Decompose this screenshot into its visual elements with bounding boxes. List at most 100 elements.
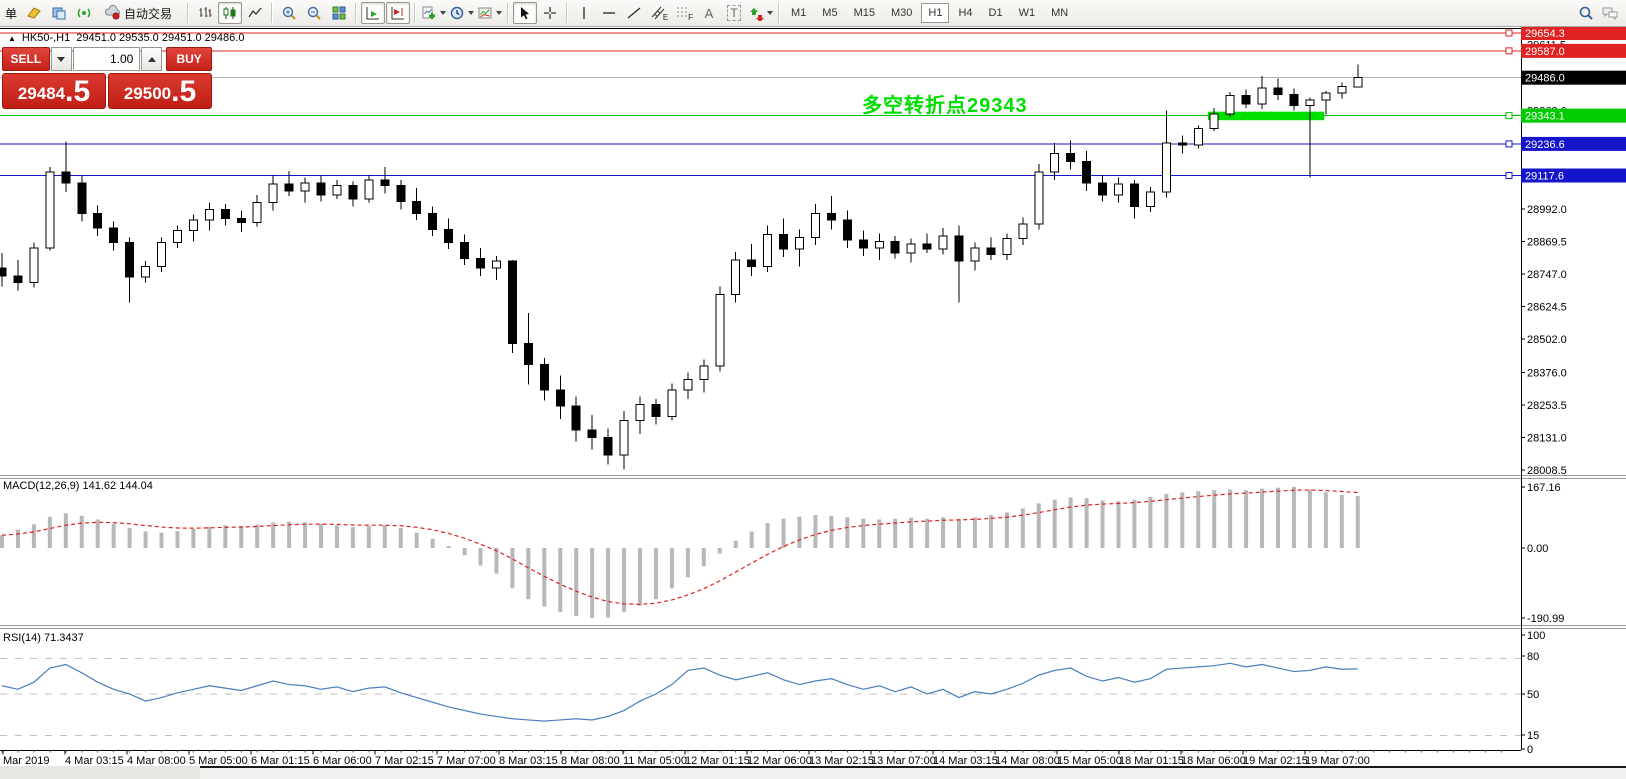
fibonacci-icon bbox=[677, 7, 689, 17]
search-button[interactable] bbox=[1574, 2, 1598, 24]
level-drag-handle[interactable] bbox=[1505, 140, 1513, 148]
candle bbox=[348, 184, 358, 200]
candle bbox=[396, 184, 406, 202]
timeframe-h4-button[interactable]: H4 bbox=[958, 7, 973, 19]
new-order-button[interactable]: 单 bbox=[1, 2, 21, 24]
indicators-button[interactable] bbox=[420, 2, 447, 24]
text-tool-letter: A bbox=[704, 5, 714, 21]
trendline-tool[interactable] bbox=[622, 2, 646, 24]
chart-shift-button[interactable] bbox=[386, 2, 411, 24]
periods-dropdown-caret[interactable] bbox=[468, 11, 475, 15]
candle bbox=[141, 265, 151, 278]
time-axis-label: 12 Mar 01:15 bbox=[685, 755, 750, 767]
level-drag-handle[interactable] bbox=[1505, 47, 1513, 55]
macd-histogram-bar bbox=[717, 548, 722, 554]
timeframe-m1-button[interactable]: M1 bbox=[791, 7, 807, 19]
sell-button[interactable]: SELL bbox=[2, 47, 50, 71]
signals-button[interactable] bbox=[72, 2, 96, 24]
auto-scroll-button[interactable] bbox=[361, 2, 386, 24]
candle bbox=[1257, 87, 1267, 105]
chart-svg[interactable]: 29611.529363.028992.028869.528747.028624… bbox=[0, 27, 1626, 779]
level-drag-handle[interactable] bbox=[1505, 112, 1513, 120]
buy-price-button[interactable]: 29500 .5 bbox=[108, 73, 212, 109]
macd-histogram-bar bbox=[1068, 497, 1073, 548]
price-axis-tick: 28747.0 bbox=[1527, 269, 1567, 281]
timeframe-h1-button[interactable]: H1 bbox=[921, 3, 950, 23]
level-drag-handle[interactable] bbox=[1505, 172, 1513, 180]
volume-increase-button[interactable] bbox=[141, 47, 163, 71]
macd-histogram-bar bbox=[781, 518, 786, 548]
text-label-tool[interactable]: T bbox=[722, 2, 746, 24]
macd-axis-tick: 0.00 bbox=[1527, 543, 1548, 555]
candle bbox=[13, 275, 23, 283]
text-tool[interactable]: A bbox=[697, 2, 721, 24]
macd-histogram-bar bbox=[893, 518, 898, 548]
templates-dropdown-caret[interactable] bbox=[496, 11, 503, 15]
crosshair-button[interactable] bbox=[538, 2, 562, 24]
timeframe-m15-button[interactable]: M15 bbox=[853, 7, 875, 19]
timeframe-d1-button[interactable]: D1 bbox=[988, 7, 1003, 19]
macd-histogram-bar bbox=[733, 540, 738, 548]
timeframe-m30-button[interactable]: M30 bbox=[890, 7, 913, 19]
fibonacci-tool[interactable]: F bbox=[672, 2, 696, 24]
chart-text-annotation: 多空转折点29343 bbox=[862, 95, 1028, 117]
macd-histogram-bar bbox=[765, 523, 770, 548]
volume-decrease-button[interactable] bbox=[50, 47, 72, 71]
periods-button[interactable] bbox=[448, 2, 475, 24]
macd-histogram-bar bbox=[909, 517, 914, 548]
candle bbox=[428, 212, 438, 230]
zoom-in-icon bbox=[282, 6, 296, 20]
time-axis-label: 11 Mar 05:00 bbox=[623, 755, 687, 767]
time-axis-label: 6 Mar 01:15 bbox=[251, 755, 310, 767]
sell-price-button[interactable]: 29484 .5 bbox=[2, 73, 106, 109]
candle bbox=[539, 364, 549, 391]
macd-histogram-bar bbox=[1148, 496, 1153, 548]
chat-button[interactable] bbox=[1598, 2, 1622, 24]
price-level-badge bbox=[1521, 108, 1626, 123]
arrows-dropdown-caret[interactable] bbox=[767, 11, 774, 15]
line-chart-button[interactable] bbox=[243, 2, 267, 24]
toolbar-right bbox=[1574, 2, 1622, 24]
timeframe-mn-button[interactable]: MN bbox=[1051, 7, 1069, 19]
buy-button[interactable]: BUY bbox=[166, 47, 213, 71]
vertical-line-tool[interactable] bbox=[572, 2, 596, 24]
horizontal-line-tool[interactable] bbox=[597, 2, 621, 24]
candle bbox=[188, 219, 198, 232]
cursor-button[interactable] bbox=[513, 2, 538, 24]
volume-input[interactable]: 1.00 bbox=[72, 47, 141, 71]
macd-signal-line bbox=[1, 489, 1358, 605]
candle bbox=[1082, 161, 1092, 184]
market-watch-button[interactable] bbox=[22, 2, 46, 24]
timeframe-w1-button[interactable]: W1 bbox=[1018, 7, 1036, 19]
candle bbox=[683, 378, 693, 391]
candlestick-chart-button[interactable] bbox=[218, 2, 243, 24]
macd-histogram-bar bbox=[957, 518, 961, 548]
highlight-zone[interactable] bbox=[1207, 111, 1325, 121]
indicators-dropdown-caret[interactable] bbox=[440, 11, 447, 15]
zoom-in-button[interactable] bbox=[277, 2, 301, 24]
price-level-badge-label: 29117.6 bbox=[1525, 171, 1564, 183]
auto-trading-toggle[interactable]: 自动交易 bbox=[97, 2, 183, 24]
macd-histogram-bar bbox=[47, 516, 52, 548]
macd-histogram-bar bbox=[31, 524, 36, 548]
bar-chart-button[interactable] bbox=[193, 2, 217, 24]
tile-windows-button[interactable] bbox=[327, 2, 351, 24]
macd-histogram-bar bbox=[1020, 508, 1025, 548]
rsi-axis-tick: 0 bbox=[1527, 744, 1533, 756]
macd-histogram-bar bbox=[319, 523, 323, 548]
data-window-button[interactable] bbox=[47, 2, 71, 24]
arrows-tool[interactable] bbox=[747, 2, 774, 24]
macd-histogram-bar bbox=[1196, 491, 1201, 548]
level-drag-handle[interactable] bbox=[1505, 29, 1513, 37]
window-collapse-icon[interactable]: ▲ bbox=[8, 33, 16, 43]
horizontal-scrollbar[interactable] bbox=[200, 766, 1626, 779]
chart-canvas[interactable]: 29611.529363.028992.028869.528747.028624… bbox=[0, 27, 1626, 779]
candle bbox=[45, 171, 55, 249]
timeframe-m5-button[interactable]: M5 bbox=[822, 7, 838, 19]
macd-main-value: 141.62 bbox=[82, 480, 117, 492]
equidistant-channel-tool[interactable]: E bbox=[647, 2, 671, 24]
zoom-out-button[interactable] bbox=[302, 2, 326, 24]
templates-button[interactable] bbox=[476, 2, 503, 24]
arrows-icon bbox=[750, 8, 765, 21]
